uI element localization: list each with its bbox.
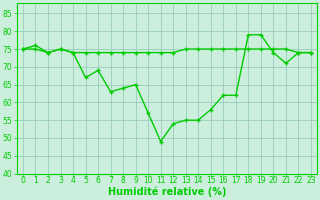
- X-axis label: Humidité relative (%): Humidité relative (%): [108, 187, 226, 197]
